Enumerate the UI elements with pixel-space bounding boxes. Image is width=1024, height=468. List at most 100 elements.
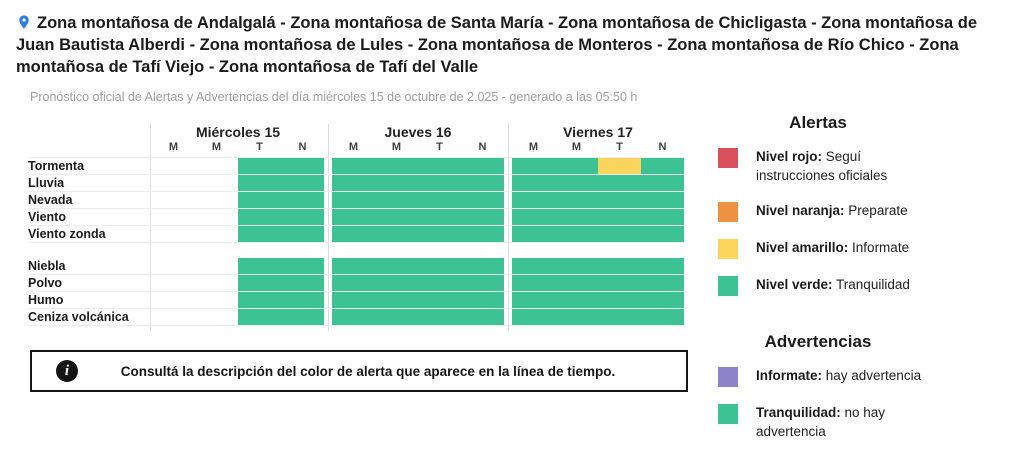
timeline-cell[interactable]	[418, 309, 461, 325]
timeline-cell[interactable]	[332, 175, 375, 191]
timeline-cell[interactable]	[461, 209, 504, 225]
timeline-cell[interactable]	[375, 192, 418, 208]
alert-legend-item: Nivel rojo: Seguí instrucciones oficiale…	[712, 147, 982, 185]
legend-item-text: Informate: hay advertencia	[756, 368, 922, 383]
slot-header: N	[658, 141, 667, 153]
timeline-cell[interactable]	[555, 209, 598, 225]
timeline-cell[interactable]	[418, 292, 461, 308]
timeline-cell[interactable]	[375, 275, 418, 291]
timeline-cell[interactable]	[598, 292, 641, 308]
timeline-cell[interactable]	[461, 226, 504, 242]
timeline-cell[interactable]	[555, 275, 598, 291]
timeline-cell[interactable]	[598, 209, 641, 225]
timeline-cell[interactable]	[281, 175, 324, 191]
timeline-cell[interactable]	[332, 226, 375, 242]
timeline-cell[interactable]	[512, 209, 555, 225]
timeline-cell[interactable]	[238, 258, 281, 274]
timeline-cell[interactable]	[512, 192, 555, 208]
timeline-cell[interactable]	[375, 175, 418, 191]
timeline-cell[interactable]	[418, 158, 461, 174]
timeline-cell[interactable]	[598, 192, 641, 208]
timeline-cell[interactable]	[512, 292, 555, 308]
timeline-cell[interactable]	[512, 258, 555, 274]
timeline-cell[interactable]	[375, 158, 418, 174]
timeline-cell[interactable]	[598, 309, 641, 325]
timeline-cell[interactable]	[418, 209, 461, 225]
timeline-cell[interactable]	[641, 309, 684, 325]
timeline-cell[interactable]	[598, 275, 641, 291]
timeline-cell[interactable]	[418, 175, 461, 191]
timeline-cell[interactable]	[238, 226, 281, 242]
timeline-cell[interactable]	[418, 258, 461, 274]
timeline-cell[interactable]	[375, 309, 418, 325]
timeline-cell[interactable]	[641, 275, 684, 291]
timeline-cell[interactable]	[332, 158, 375, 174]
color-swatch	[718, 276, 738, 296]
timeline-cell[interactable]	[641, 192, 684, 208]
timeline-cell[interactable]	[512, 275, 555, 291]
day-header: Viernes 17	[563, 124, 633, 140]
timeline-cell[interactable]	[238, 309, 281, 325]
timeline-cell[interactable]	[512, 158, 555, 174]
timeline-cell[interactable]	[461, 292, 504, 308]
timeline-cell[interactable]	[598, 175, 641, 191]
timeline-cell[interactable]	[555, 258, 598, 274]
timeline-cell[interactable]	[461, 175, 504, 191]
timeline-cell[interactable]	[238, 292, 281, 308]
timeline-cell[interactable]	[641, 226, 684, 242]
timeline-cell[interactable]	[461, 158, 504, 174]
timeline-cell[interactable]	[281, 209, 324, 225]
timeline-cell[interactable]	[238, 158, 281, 174]
timeline-cell[interactable]	[512, 175, 555, 191]
timeline-cell[interactable]	[332, 192, 375, 208]
timeline-cell[interactable]	[512, 309, 555, 325]
timeline-cell[interactable]	[641, 175, 684, 191]
timeline-cell[interactable]	[332, 209, 375, 225]
timeline-cell[interactable]	[598, 158, 641, 174]
timeline-cell[interactable]	[238, 209, 281, 225]
timeline-cell[interactable]	[555, 192, 598, 208]
timeline-cell[interactable]	[332, 292, 375, 308]
timeline-cell[interactable]	[281, 309, 324, 325]
timeline-cell[interactable]	[238, 275, 281, 291]
timeline-cell[interactable]	[375, 292, 418, 308]
timeline-cell[interactable]	[238, 192, 281, 208]
timeline-cell[interactable]	[555, 158, 598, 174]
timeline-cell[interactable]	[281, 275, 324, 291]
timeline-cell[interactable]	[555, 175, 598, 191]
timeline-cell[interactable]	[332, 309, 375, 325]
timeline-cell[interactable]	[555, 309, 598, 325]
timeline-cell[interactable]	[555, 226, 598, 242]
timeline-cell[interactable]	[641, 258, 684, 274]
timeline-row-label: Tormenta	[28, 159, 85, 173]
location-pin-icon	[19, 15, 29, 29]
timeline-cell[interactable]	[461, 309, 504, 325]
timeline-cell[interactable]	[461, 258, 504, 274]
timeline-cell[interactable]	[641, 158, 684, 174]
timeline-cell[interactable]	[641, 209, 684, 225]
timeline-cell[interactable]	[418, 226, 461, 242]
timeline-cell[interactable]	[512, 226, 555, 242]
timeline-cell[interactable]	[375, 258, 418, 274]
timeline-cell[interactable]	[461, 275, 504, 291]
timeline-cell[interactable]	[418, 275, 461, 291]
timeline-cell[interactable]	[281, 258, 324, 274]
timeline-cell[interactable]	[555, 292, 598, 308]
timeline-cell[interactable]	[461, 192, 504, 208]
grid-line	[28, 225, 684, 226]
timeline-cell[interactable]	[281, 192, 324, 208]
alert-legend-item: Nivel verde: Tranquilidad	[712, 275, 982, 296]
timeline-cell[interactable]	[598, 258, 641, 274]
warnings-legend-title: Advertencias	[764, 332, 872, 351]
timeline-cell[interactable]	[641, 292, 684, 308]
timeline-cell[interactable]	[281, 226, 324, 242]
timeline-cell[interactable]	[281, 292, 324, 308]
timeline-cell[interactable]	[375, 209, 418, 225]
timeline-cell[interactable]	[375, 226, 418, 242]
timeline-cell[interactable]	[418, 192, 461, 208]
timeline-cell[interactable]	[332, 275, 375, 291]
timeline-cell[interactable]	[281, 158, 324, 174]
timeline-cell[interactable]	[332, 258, 375, 274]
timeline-cell[interactable]	[598, 226, 641, 242]
timeline-cell[interactable]	[238, 175, 281, 191]
